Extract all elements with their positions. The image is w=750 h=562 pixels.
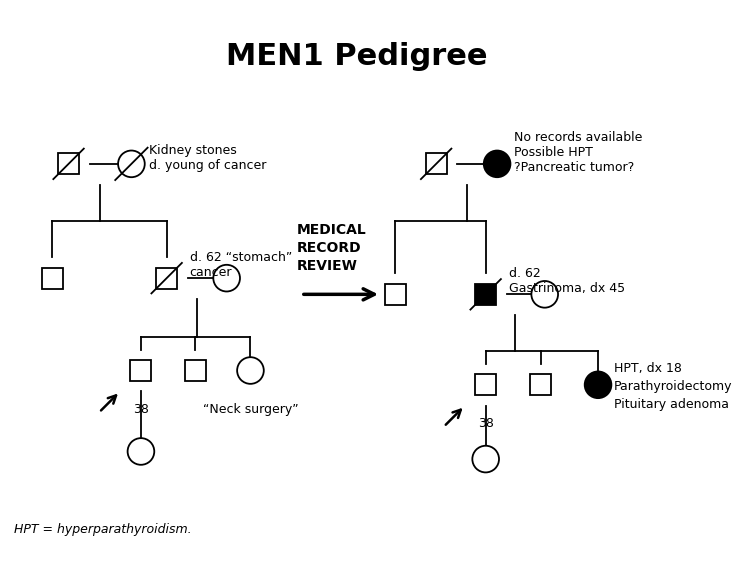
Circle shape — [118, 151, 145, 177]
Circle shape — [532, 281, 558, 307]
Bar — [42, 268, 63, 289]
Bar — [476, 284, 496, 305]
Circle shape — [484, 151, 511, 177]
Bar — [385, 284, 406, 305]
Circle shape — [585, 371, 611, 398]
Bar — [426, 153, 447, 174]
Circle shape — [213, 265, 240, 292]
Text: d. 62
Gastrinoma, dx 45: d. 62 Gastrinoma, dx 45 — [509, 267, 625, 295]
Text: HPT, dx 18
Parathyroidectomy
Pituitary adenoma: HPT, dx 18 Parathyroidectomy Pituitary a… — [614, 362, 733, 411]
Text: MEN1 Pedigree: MEN1 Pedigree — [226, 42, 488, 71]
Bar — [184, 360, 206, 381]
Text: HPT = hyperparathyroidism.: HPT = hyperparathyroidism. — [14, 523, 192, 536]
Text: No records available
Possible HPT
?Pancreatic tumor?: No records available Possible HPT ?Pancr… — [514, 131, 643, 174]
Bar — [58, 153, 79, 174]
Bar — [530, 374, 551, 395]
Bar — [476, 374, 496, 395]
Text: Kidney stones
d. young of cancer: Kidney stones d. young of cancer — [148, 144, 266, 172]
Text: 38: 38 — [133, 403, 149, 416]
Text: d. 62 “stomach”
cancer: d. 62 “stomach” cancer — [190, 251, 292, 279]
Text: MEDICAL
RECORD
REVIEW: MEDICAL RECORD REVIEW — [297, 223, 367, 273]
Text: “Neck surgery”: “Neck surgery” — [202, 403, 298, 416]
Bar — [130, 360, 152, 381]
Text: 38: 38 — [478, 417, 494, 430]
Circle shape — [237, 357, 264, 384]
Bar — [156, 268, 177, 289]
Circle shape — [128, 438, 154, 465]
Circle shape — [472, 446, 499, 473]
